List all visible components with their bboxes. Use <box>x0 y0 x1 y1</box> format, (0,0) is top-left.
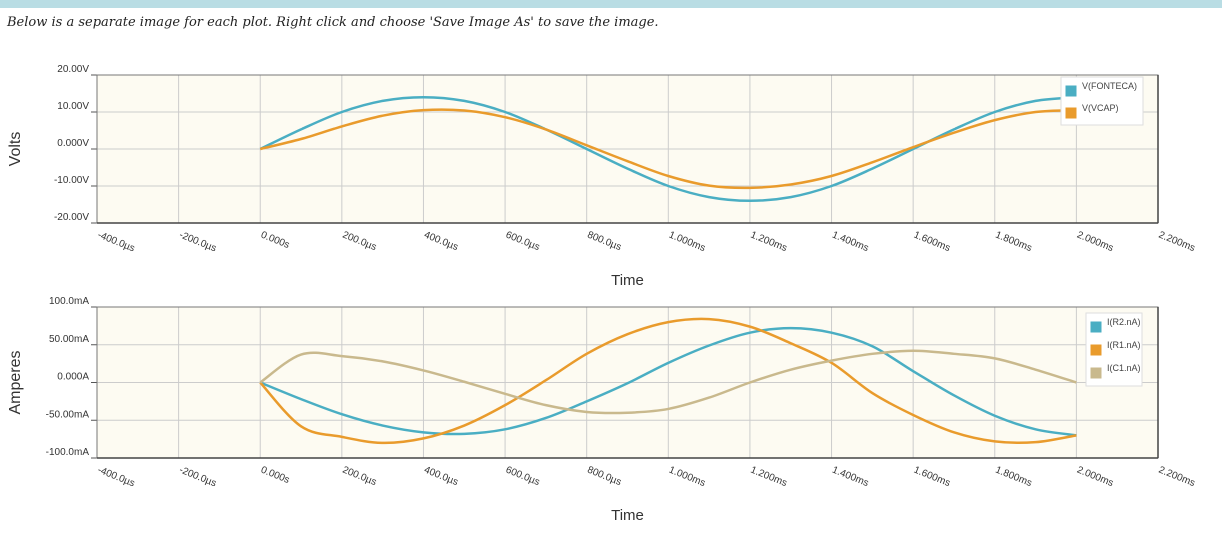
y-tick-label: 20.00V <box>57 64 89 75</box>
y-axis-label: Amperes <box>7 350 24 414</box>
top-banner-bar <box>0 0 1222 8</box>
legend: I(R2.nA) I(R1.nA) I(C1.nA) <box>1085 312 1143 387</box>
x-tick-label: 800.0µs <box>586 230 623 254</box>
x-tick-label: 0.000s <box>259 465 291 486</box>
x-tick-label: 1.200ms <box>749 465 789 490</box>
y-tick-label: 100.0mA <box>49 296 89 307</box>
x-tick-label: 600.0µs <box>504 465 541 489</box>
x-tick-label: 200.0µs <box>341 465 378 489</box>
x-tick-label: 1.200ms <box>749 230 789 255</box>
series-line-v-vcap- <box>259 108 1077 190</box>
legend-label: V(FONTECA) <box>1082 81 1137 91</box>
x-tick-label: 400.0µs <box>422 230 459 254</box>
x-tick-label: 400.0µs <box>422 465 459 489</box>
x-tick-label: 2.000ms <box>1075 230 1115 255</box>
x-tick-label: 200.0µs <box>341 230 378 254</box>
legend-label: I(R2.nA) <box>1107 317 1141 327</box>
series-line-i-r1-na- <box>259 317 1077 445</box>
series-line-v-fonteca- <box>259 95 1077 203</box>
legend-swatch <box>1064 84 1078 98</box>
x-tick-label: 2.200ms <box>1157 230 1197 255</box>
legend-swatch <box>1089 343 1103 357</box>
legend-swatch <box>1089 366 1103 380</box>
current-chart: -400.0µs -200.0µs 0.000s 200.0µs 400.0µs 600.… <box>7 296 1197 524</box>
legend-swatch <box>1064 106 1078 120</box>
y-axis-label: Volts <box>7 132 24 167</box>
x-tick-label: -200.0µs <box>177 465 217 490</box>
intro-text: Below is a separate image for each plot.… <box>7 15 659 30</box>
series-line-i-r2-na- <box>259 326 1077 437</box>
x-tick-label: 1.000ms <box>667 465 707 490</box>
x-tick-label: 1.600ms <box>912 230 952 255</box>
x-tick-label: 1.400ms <box>830 465 870 490</box>
x-tick-label: 2.200ms <box>1157 465 1197 490</box>
x-tick-label: 1.400ms <box>830 230 870 255</box>
x-tick-label: -200.0µs <box>177 230 217 255</box>
legend: V(FONTECA) V(VCAP) <box>1060 76 1144 126</box>
x-tick-label: -400.0µs <box>96 230 136 255</box>
x-tick-label: 600.0µs <box>504 230 541 254</box>
x-tick-label: -400.0µs <box>96 465 136 490</box>
y-tick-label: -50.00mA <box>46 409 90 420</box>
x-tick-label: 1.800ms <box>994 465 1034 490</box>
x-tick-label: 2.000ms <box>1075 465 1115 490</box>
y-tick-label: 50.00mA <box>49 334 89 345</box>
y-tick-label: -20.00V <box>54 212 89 223</box>
y-tick-label: -10.00V <box>54 175 89 186</box>
x-tick-label: 1.600ms <box>912 465 952 490</box>
x-tick-label: 800.0µs <box>586 465 623 489</box>
legend-label: V(VCAP) <box>1082 103 1119 113</box>
x-tick-label: 1.000ms <box>667 230 707 255</box>
legend-label: I(R1.nA) <box>1107 340 1141 350</box>
legend-label: I(C1.nA) <box>1107 363 1141 373</box>
x-axis-label: Time <box>611 272 644 289</box>
x-tick-label: 0.000s <box>259 230 291 251</box>
x-tick-label: 1.800ms <box>994 230 1034 255</box>
y-tick-label: 0.000A <box>57 372 89 383</box>
y-tick-label: 10.00V <box>57 101 89 112</box>
voltage-chart: -400.0µs -200.0µs 0.000s 200.0µs 400.0µs 600.… <box>7 64 1197 289</box>
series-line-i-c1-na- <box>259 349 1077 415</box>
x-axis-label: Time <box>611 507 644 524</box>
y-tick-label: -100.0mA <box>46 447 90 458</box>
legend-swatch <box>1089 320 1103 334</box>
y-tick-label: 0.000V <box>57 138 89 149</box>
